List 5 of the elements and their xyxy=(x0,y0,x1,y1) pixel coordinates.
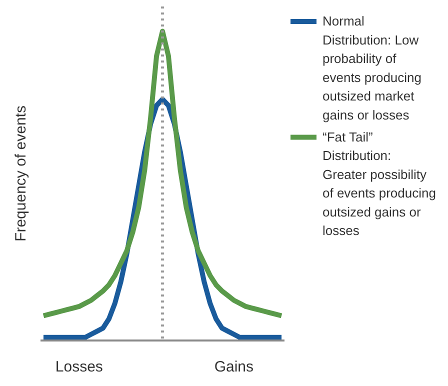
x-tick-label: Gains xyxy=(214,358,254,376)
x-tick-label: Losses xyxy=(55,358,103,376)
legend-label: “Fat Tail” Distribution: Greater possibility of events producing outsized gains or losses xyxy=(322,129,436,238)
legend-label: Normal Distribution: Low probability of events producing outsized market gains or losses xyxy=(322,14,422,122)
y-axis-title: Frequency of events xyxy=(12,106,30,242)
